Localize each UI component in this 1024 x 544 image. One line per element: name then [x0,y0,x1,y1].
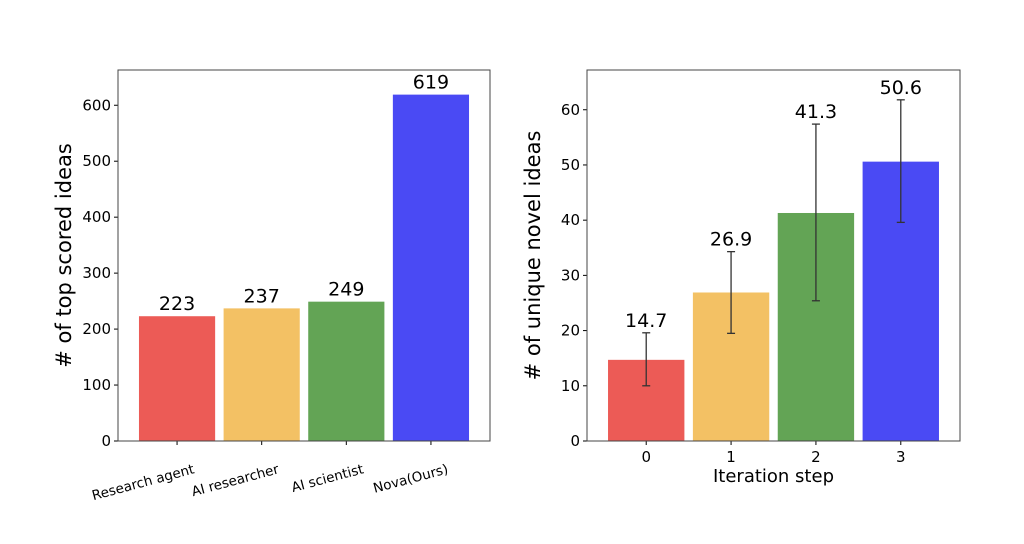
y-tick-label: 0 [101,432,111,450]
data-label: 14.7 [625,310,667,332]
bar [223,308,300,441]
data-label: 237 [244,285,280,307]
axes-frame [586,69,961,442]
axes-frame [117,69,491,442]
y-tick-label: 0 [570,432,580,450]
x-tick-label: Research agent [90,461,196,504]
data-label: 223 [159,293,195,315]
y-tick-label: 300 [82,264,111,282]
y-tick-label: 40 [561,211,580,229]
y-tick-label: 10 [561,377,580,395]
x-axis-label: Iteration step [713,466,834,487]
x-tick-label: AI scientist [290,461,366,496]
y-tick-label: 100 [82,376,111,394]
subplot-1: 223 Research agent 237 AI researcher 249 AI s… [52,69,491,504]
x-tick-label: 3 [896,448,906,466]
y-tick-label: 500 [82,152,111,170]
data-label: 41.3 [795,101,837,123]
y-tick-label: 200 [82,320,111,338]
x-tick-label: 2 [811,448,821,466]
y-tick-label: 20 [561,322,580,340]
data-label: 249 [328,279,364,301]
y-axis-label: # of unique novel ideas [521,131,545,381]
y-tick-label: 400 [82,208,111,226]
y-tick-label: 600 [82,96,111,114]
y-tick-label: 50 [561,156,580,174]
bar [392,94,470,442]
data-label: 26.9 [710,229,752,251]
data-label: 50.6 [880,77,922,99]
y-tick-label: 60 [561,101,580,119]
x-tick-label: AI researcher [190,461,281,500]
x-tick-label: Nova(Ours) [372,461,450,496]
x-tick-label: 1 [726,448,736,466]
y-axis-label: # of top scored ideas [52,143,76,368]
bar [308,301,385,441]
bar [138,316,216,441]
y-tick-label: 30 [561,266,580,284]
x-tick-label: 0 [641,448,651,466]
data-label: 619 [413,72,449,94]
